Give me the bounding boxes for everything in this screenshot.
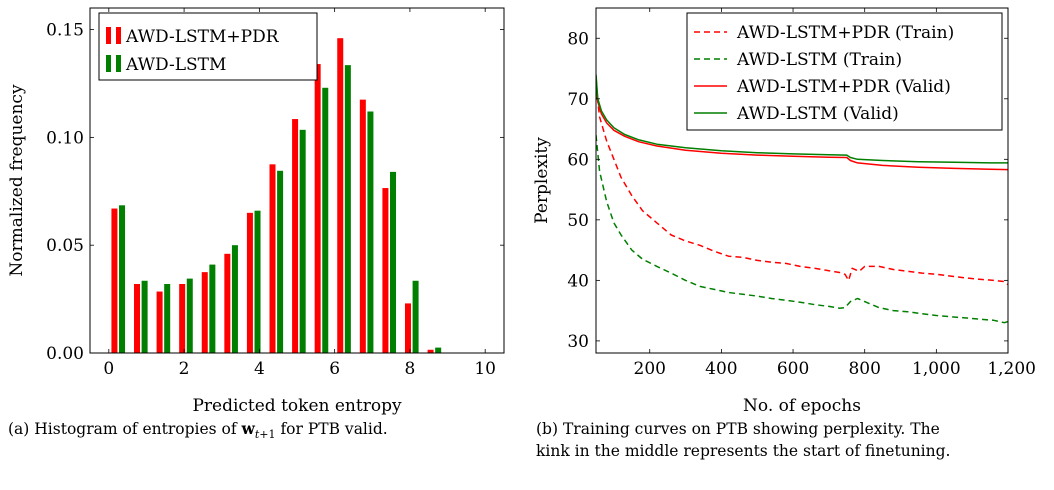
y-tick-label-b: 70 — [567, 90, 589, 110]
legend-a-box — [98, 12, 318, 81]
bar-awd-1 — [141, 280, 148, 353]
legend-b-box — [686, 12, 1003, 131]
y-tick-label-b: 50 — [567, 211, 589, 231]
x-tick-label-b: 1,000 — [912, 359, 961, 379]
x-axis-label-b: No. of epochs — [743, 396, 861, 416]
bar-awd-13 — [412, 280, 419, 353]
legend-a-label: AWD-LSTM+PDR — [125, 27, 280, 47]
x-axis-label-a: Predicted token entropy — [192, 396, 402, 416]
bar-pdr-7 — [269, 164, 276, 353]
x-tick-label-a: 4 — [254, 359, 265, 379]
series-group-b — [596, 74, 1008, 324]
bar-pdr-14 — [427, 349, 434, 353]
series-line-3 — [596, 74, 1008, 164]
caption-b: (b) Training curves on PTB showing perpl… — [536, 418, 1046, 462]
x-tick-label-a: 10 — [474, 359, 496, 379]
bar-pdr-10 — [337, 38, 344, 353]
bar-pdr-2 — [156, 291, 163, 353]
legend-b-label: AWD-LSTM (Valid) — [736, 104, 899, 124]
legend-a: AWD-LSTM+PDR AWD-LSTM — [98, 12, 318, 81]
y-axis-label-b: Perplexity — [532, 137, 552, 224]
series-line-2 — [596, 77, 1008, 171]
legend-a-swatch-2 — [116, 27, 121, 44]
bar-awd-7 — [277, 170, 284, 353]
legend-a-swatch-2 — [116, 55, 121, 72]
y-tick-label-a: 0.15 — [46, 21, 84, 41]
y-tick-label-b: 40 — [567, 271, 589, 291]
bar-awd-12 — [390, 171, 397, 353]
y-tick-label-a: 0.10 — [46, 128, 84, 148]
y-tick-label-a: 0.05 — [46, 236, 84, 256]
series-line-1 — [596, 135, 1008, 324]
bar-pdr-0 — [111, 208, 118, 353]
y-tick-label-b: 30 — [567, 332, 589, 352]
bar-awd-14 — [435, 347, 442, 353]
bar-awd-8 — [299, 129, 306, 353]
bar-pdr-4 — [201, 272, 208, 353]
x-tick-label-a: 0 — [103, 359, 114, 379]
legend-b-label: AWD-LSTM+PDR (Train) — [736, 23, 954, 43]
y-tick-label-a: 0.00 — [46, 344, 84, 364]
bar-pdr-12 — [382, 188, 389, 353]
x-tick-label-b: 200 — [634, 359, 666, 379]
plot-frame-b — [595, 7, 1009, 354]
x-tick-label-b: 1,200 — [987, 359, 1036, 379]
legend-b: AWD-LSTM+PDR (Train) AWD-LSTM (Train) AWD-… — [686, 12, 1003, 131]
bar-awd-9 — [322, 87, 329, 353]
x-tick-label-a: 8 — [404, 359, 415, 379]
bar-awd-3 — [186, 278, 193, 353]
bar-awd-0 — [119, 205, 126, 353]
training-curves-chart: 200 400 600 800 1,000 1,200 30 40 50 60 70 80 No. of… — [532, 7, 1036, 416]
bar-pdr-13 — [404, 303, 411, 353]
bar-awd-4 — [209, 264, 216, 353]
bar-awd-2 — [164, 284, 171, 353]
x-tick-label-b: 600 — [777, 359, 809, 379]
series-line-0 — [596, 86, 1008, 286]
legend-a-swatch-1 — [106, 55, 111, 72]
legend-a-swatch-1 — [106, 27, 111, 44]
caption-a-label: (a) — [8, 420, 30, 438]
caption-a: (a) Histogram of entropies of wt+1 for P… — [8, 418, 513, 446]
legend-b-label: AWD-LSTM+PDR (Valid) — [736, 77, 951, 97]
caption-b-label: (b) — [536, 420, 559, 438]
bar-pdr-6 — [246, 212, 253, 353]
bar-awd-10 — [344, 65, 351, 353]
bar-awd-6 — [254, 210, 261, 353]
bar-awd-11 — [367, 111, 374, 353]
bar-pdr-9 — [314, 64, 321, 353]
y-tick-label-b: 80 — [567, 29, 589, 49]
y-tick-label-b: 60 — [567, 150, 589, 170]
plot-frame-a — [89, 7, 505, 354]
bar-pdr-1 — [134, 284, 141, 353]
x-tick-label-a: 2 — [179, 359, 190, 379]
bar-awd-5 — [231, 245, 238, 353]
x-tick-label-b: 400 — [705, 359, 737, 379]
caption-b-line1: Training curves on PTB showing perplexit… — [562, 420, 940, 438]
bar-pdr-11 — [359, 99, 366, 353]
bar-pdr-3 — [179, 284, 186, 353]
bar-pdr-8 — [292, 119, 299, 353]
histogram-chart: 0 2 4 6 8 10 0.00 0.05 0.10 0.15 Predicted token e… — [7, 7, 505, 416]
y-axis-label-a: Normalized frequency — [7, 84, 27, 277]
caption-b-line2: kink in the middle represents the start … — [536, 442, 951, 460]
legend-a-label: AWD-LSTM — [125, 55, 226, 75]
x-tick-label-a: 6 — [329, 359, 340, 379]
bar-pdr-5 — [224, 253, 231, 353]
legend-b-label: AWD-LSTM (Train) — [736, 50, 902, 70]
caption-a-text: Histogram of entropies of wt+1 for PTB v… — [34, 419, 388, 442]
x-tick-label-b: 800 — [848, 359, 880, 379]
